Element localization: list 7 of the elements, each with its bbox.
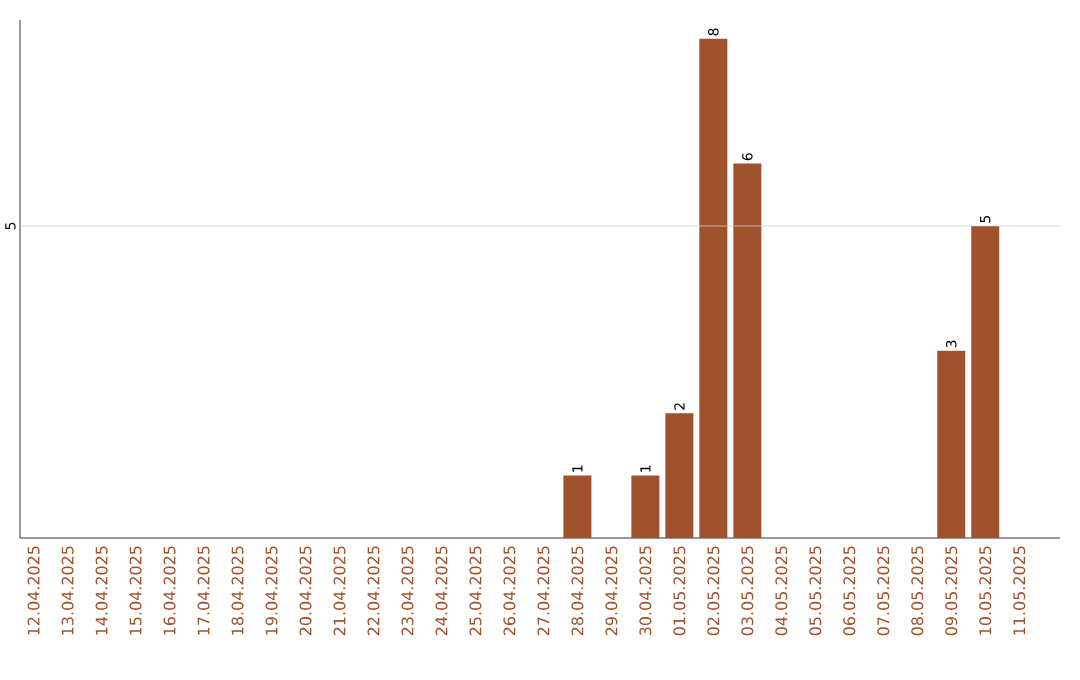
bar xyxy=(699,38,728,538)
bar xyxy=(937,350,966,538)
bar xyxy=(563,475,592,538)
bar xyxy=(665,413,694,538)
bar xyxy=(733,163,762,538)
bar xyxy=(971,225,1000,538)
bar xyxy=(631,475,660,538)
